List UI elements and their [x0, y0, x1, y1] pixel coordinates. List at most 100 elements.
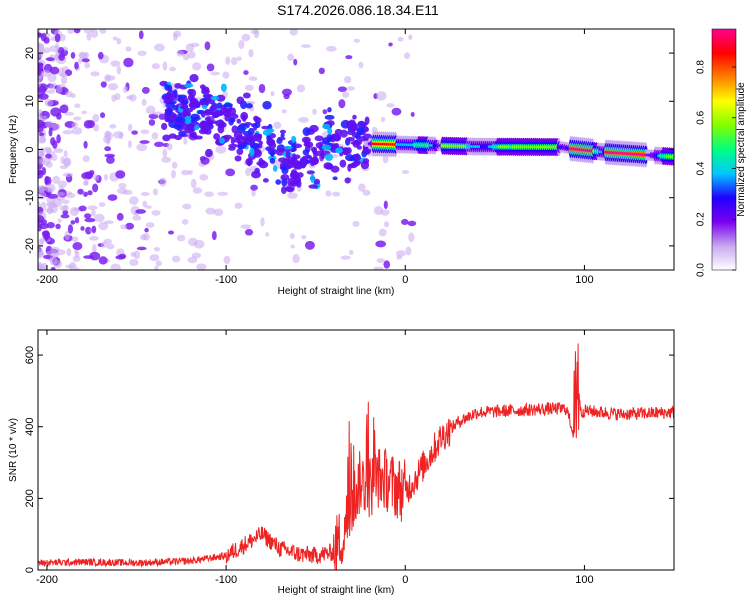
- spectral-blob: [39, 151, 45, 158]
- spectral-blob: [327, 107, 332, 113]
- spectral-blob: [110, 263, 121, 270]
- spectral-blob: [204, 191, 214, 197]
- spectral-blob: [52, 123, 61, 131]
- spectral-blob: [49, 255, 58, 266]
- spectral-blob: [322, 137, 330, 144]
- spectral-blob: [225, 168, 236, 177]
- spectral-blob: [290, 244, 295, 249]
- spectral-blob: [47, 193, 59, 199]
- spectral-blob: [210, 102, 218, 112]
- spectral-blob: [210, 95, 220, 101]
- spectrogram-y-axis: -20 -10 0 10 20: [24, 47, 674, 254]
- spectral-blob: [116, 212, 124, 221]
- spectral-blob: [201, 104, 208, 110]
- spectral-blob: [300, 44, 311, 48]
- spectral-blob: [182, 203, 192, 210]
- spectral-blob: [262, 129, 272, 136]
- spectral-blob: [80, 226, 85, 231]
- spectral-blob: [395, 250, 406, 257]
- spectral-blob: [310, 174, 315, 183]
- spectral-blob: [188, 169, 193, 175]
- spectral-blob: [296, 84, 306, 93]
- spectral-blob: [105, 75, 116, 81]
- spectral-blob: [59, 165, 68, 170]
- x-tick-label: -200: [36, 574, 58, 586]
- spectral-blob: [334, 142, 340, 149]
- spectral-blob: [49, 66, 60, 75]
- spectral-blob: [125, 222, 135, 230]
- spectral-blob: [97, 51, 104, 60]
- x-tick-label: 0: [402, 274, 408, 286]
- spectral-blob: [183, 137, 188, 145]
- spectral-blob: [339, 159, 347, 168]
- spectral-blob: [281, 88, 292, 97]
- spectral-blob: [211, 230, 217, 241]
- spectrogram-y-label: Frequency (Hz): [8, 115, 19, 184]
- spectral-blob: [127, 123, 133, 132]
- y-tick-label: 10: [24, 95, 36, 107]
- spectral-blob: [184, 126, 194, 134]
- spectral-blob: [158, 113, 166, 120]
- spectral-blob: [254, 167, 260, 174]
- spectral-blob: [61, 199, 70, 205]
- spectral-blob: [64, 111, 75, 116]
- spectral-blob: [405, 246, 412, 256]
- spectral-blob: [84, 177, 89, 186]
- spectral-blob: [60, 156, 65, 164]
- spectral-blob: [184, 115, 192, 125]
- spectral-blob: [201, 86, 210, 93]
- y-tick-label: 400: [24, 418, 36, 436]
- spectral-blob: [200, 124, 210, 133]
- spectral-blob: [280, 186, 287, 195]
- spectral-blob: [332, 176, 338, 181]
- spectral-blob: [90, 209, 96, 217]
- spectral-blob: [77, 57, 83, 64]
- spectral-blob: [199, 100, 208, 106]
- spectral-blob: [116, 37, 122, 45]
- spectral-blob: [223, 255, 231, 265]
- spectral-blob: [187, 50, 196, 59]
- spectral-blob: [50, 137, 56, 146]
- spectral-blob: [83, 120, 93, 129]
- spectral-blob: [279, 129, 287, 134]
- spectral-blob: [39, 132, 45, 137]
- spectral-blob: [401, 169, 410, 174]
- spectral-blob: [92, 113, 100, 123]
- spectral-blob: [410, 112, 415, 117]
- spectral-blob: [46, 221, 55, 229]
- spectral-blob: [270, 91, 275, 97]
- spectral-blob: [261, 125, 270, 130]
- y-tick-label: 0: [24, 567, 36, 573]
- spectral-blob: [192, 187, 203, 194]
- spectral-blob: [93, 124, 100, 132]
- spectral-blob: [103, 135, 111, 144]
- spectral-blob: [46, 89, 56, 94]
- spectral-blob: [351, 162, 356, 168]
- spectral-blob: [348, 249, 354, 255]
- spectral-blob: [100, 81, 107, 88]
- spectral-blob: [251, 189, 256, 197]
- x-tick-label: -100: [215, 574, 237, 586]
- snr-x-label: Height of straight line (km): [278, 585, 395, 596]
- spectral-blob: [44, 98, 54, 107]
- spectral-blob: [403, 52, 411, 60]
- spectral-blob: [353, 38, 360, 43]
- spectral-blob: [301, 235, 307, 240]
- spectral-blob: [341, 91, 350, 98]
- spectral-blob: [154, 265, 159, 270]
- spectral-blob: [290, 143, 296, 153]
- colorbar-tick-label: 0.6: [696, 110, 707, 124]
- spectral-blob: [200, 111, 206, 118]
- spectral-blob: [228, 113, 239, 120]
- spectral-blob: [337, 86, 347, 92]
- spectral-blob: [38, 93, 49, 100]
- spectral-blob: [258, 140, 263, 146]
- spectral-blob: [327, 127, 333, 135]
- spectral-blob: [189, 74, 199, 83]
- spectral-blob: [188, 122, 195, 129]
- snr-series-line: [37, 343, 675, 571]
- y-tick-label: 600: [24, 346, 36, 364]
- spectral-blob: [217, 125, 225, 134]
- spectral-blob: [38, 186, 45, 192]
- spectral-blob: [73, 29, 81, 34]
